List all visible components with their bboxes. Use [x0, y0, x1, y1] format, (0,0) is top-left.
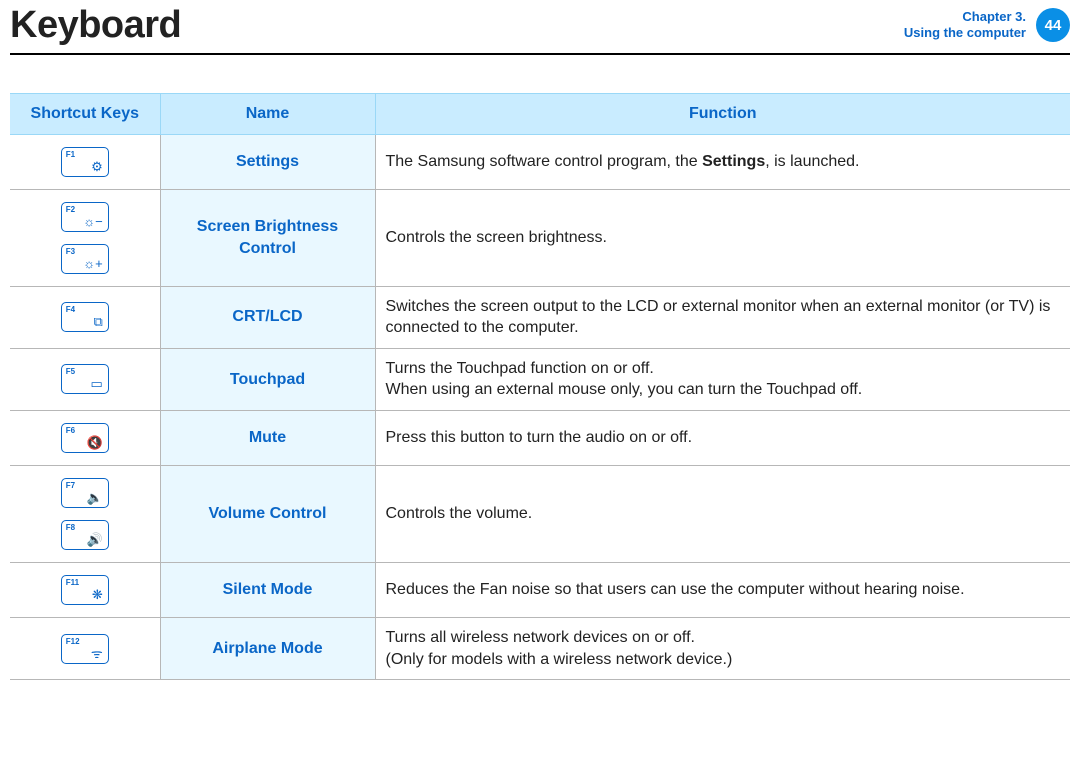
cell-shortcut-keys: F1⚙ [10, 134, 160, 189]
cell-name: Volume Control [160, 465, 375, 562]
cell-function: Controls the screen brightness. [375, 189, 1070, 286]
keycap-icon: F3☼+ [61, 244, 109, 274]
cell-shortcut-keys: F6🔇 [10, 410, 160, 465]
cell-shortcut-keys: F5▭ [10, 348, 160, 410]
th-shortcut-keys: Shortcut Keys [10, 94, 160, 135]
keycap-icon: F4⧉ [61, 302, 109, 332]
cell-function: Press this button to turn the audio on o… [375, 410, 1070, 465]
keycap-icon: F6🔇 [61, 423, 109, 453]
th-name: Name [160, 94, 375, 135]
cell-name: Airplane Mode [160, 617, 375, 679]
cell-function: Controls the volume. [375, 465, 1070, 562]
cell-shortcut-keys: F12ᯤ [10, 617, 160, 679]
cell-name: CRT/LCD [160, 286, 375, 348]
keycap-icon: F1⚙ [61, 147, 109, 177]
cell-shortcut-keys: F7🔈F8🔊 [10, 465, 160, 562]
table-row: F5▭ TouchpadTurns the Touchpad function o… [10, 348, 1070, 410]
cell-function: The Samsung software control program, th… [375, 134, 1070, 189]
table-row: F12ᯤ Airplane ModeTurns all wireless netw… [10, 617, 1070, 679]
keycap-icon: F8🔊 [61, 520, 109, 550]
shortcut-keys-table: Shortcut Keys Name Function F1⚙SettingsT… [10, 93, 1070, 680]
cell-shortcut-keys: F2☼− F3☼+ [10, 189, 160, 286]
table-row: F7🔈F8🔊Volume ControlControls the volume. [10, 465, 1070, 562]
cell-name: Mute [160, 410, 375, 465]
keycap-icon: F5▭ [61, 364, 109, 394]
cell-function: Reduces the Fan noise so that users can … [375, 562, 1070, 617]
keycap-icon: F2☼− [61, 202, 109, 232]
keycap-icon: F12ᯤ [61, 634, 109, 664]
header-meta: Chapter 3. Using the computer 44 [904, 4, 1070, 42]
keycap-icon: F7🔈 [61, 478, 109, 508]
cell-function: Turns the Touchpad function on or off.Wh… [375, 348, 1070, 410]
table-row: F6🔇 MutePress this button to turn the aud… [10, 410, 1070, 465]
chapter-line-1: Chapter 3. [904, 9, 1026, 25]
keycap-icon: F11❋ [61, 575, 109, 605]
cell-name: Touchpad [160, 348, 375, 410]
cell-shortcut-keys: F11❋ [10, 562, 160, 617]
cell-shortcut-keys: F4⧉ [10, 286, 160, 348]
cell-name: Settings [160, 134, 375, 189]
page-title: Keyboard [10, 4, 181, 47]
cell-name: Screen Brightness Control [160, 189, 375, 286]
table-row: F4⧉ CRT/LCDSwitches the screen output to … [10, 286, 1070, 348]
th-function: Function [375, 94, 1070, 135]
cell-name: Silent Mode [160, 562, 375, 617]
page-number-badge: 44 [1036, 8, 1070, 42]
table-row: F11❋ Silent ModeReduces the Fan noise so … [10, 562, 1070, 617]
chapter-line-2: Using the computer [904, 25, 1026, 41]
table-row: F1⚙ SettingsThe Samsung software control … [10, 134, 1070, 189]
cell-function: Turns all wireless network devices on or… [375, 617, 1070, 679]
page-header: Keyboard Chapter 3. Using the computer 4… [10, 0, 1070, 55]
table-row: F2☼− F3☼+ Screen Brightness ControlControl… [10, 189, 1070, 286]
cell-function: Switches the screen output to the LCD or… [375, 286, 1070, 348]
